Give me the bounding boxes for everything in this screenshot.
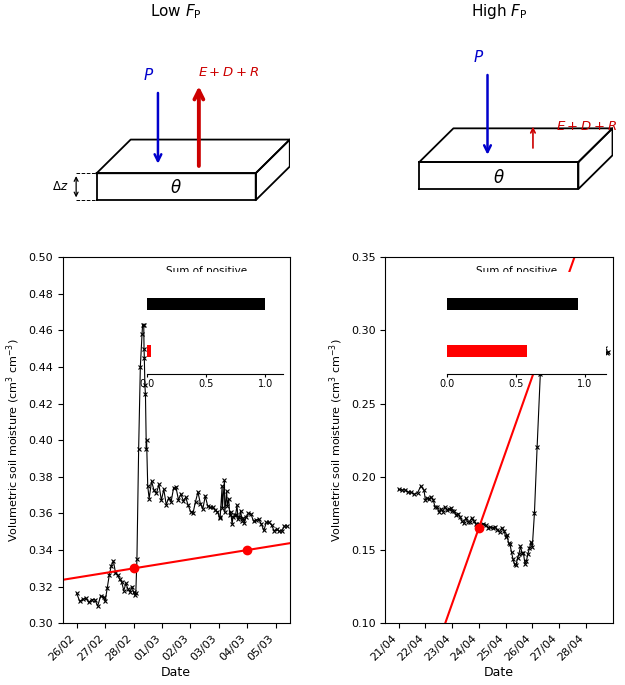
Title: High $F_\mathrm{P}$: High $F_\mathrm{P}$ [471, 1, 528, 21]
Text: $P$: $P$ [143, 67, 154, 84]
Text: Sum of positive
increments (cm): Sum of positive increments (cm) [474, 266, 560, 288]
Y-axis label: Volumetric soil moisture (cm$^3$ cm$^{-3}$): Volumetric soil moisture (cm$^3$ cm$^{-3… [5, 338, 22, 542]
Text: $E + D + R$: $E + D + R$ [556, 120, 617, 133]
Text: $\Delta z$: $\Delta z$ [52, 180, 68, 193]
X-axis label: Date: Date [484, 666, 514, 679]
Y-axis label: Volumetric soil moisture (cm$^3$ cm$^{-3}$): Volumetric soil moisture (cm$^3$ cm$^{-3… [328, 338, 345, 542]
Title: Low $F_\mathrm{P}$: Low $F_\mathrm{P}$ [150, 2, 202, 21]
Text: $\theta$: $\theta$ [493, 169, 505, 187]
Text: Sum of positive
increments (cm): Sum of positive increments (cm) [164, 266, 250, 288]
X-axis label: Date: Date [161, 666, 191, 679]
Text: $P$: $P$ [473, 49, 484, 66]
Text: $E + D + R$: $E + D + R$ [198, 66, 259, 79]
Text: $\theta$: $\theta$ [170, 179, 182, 197]
